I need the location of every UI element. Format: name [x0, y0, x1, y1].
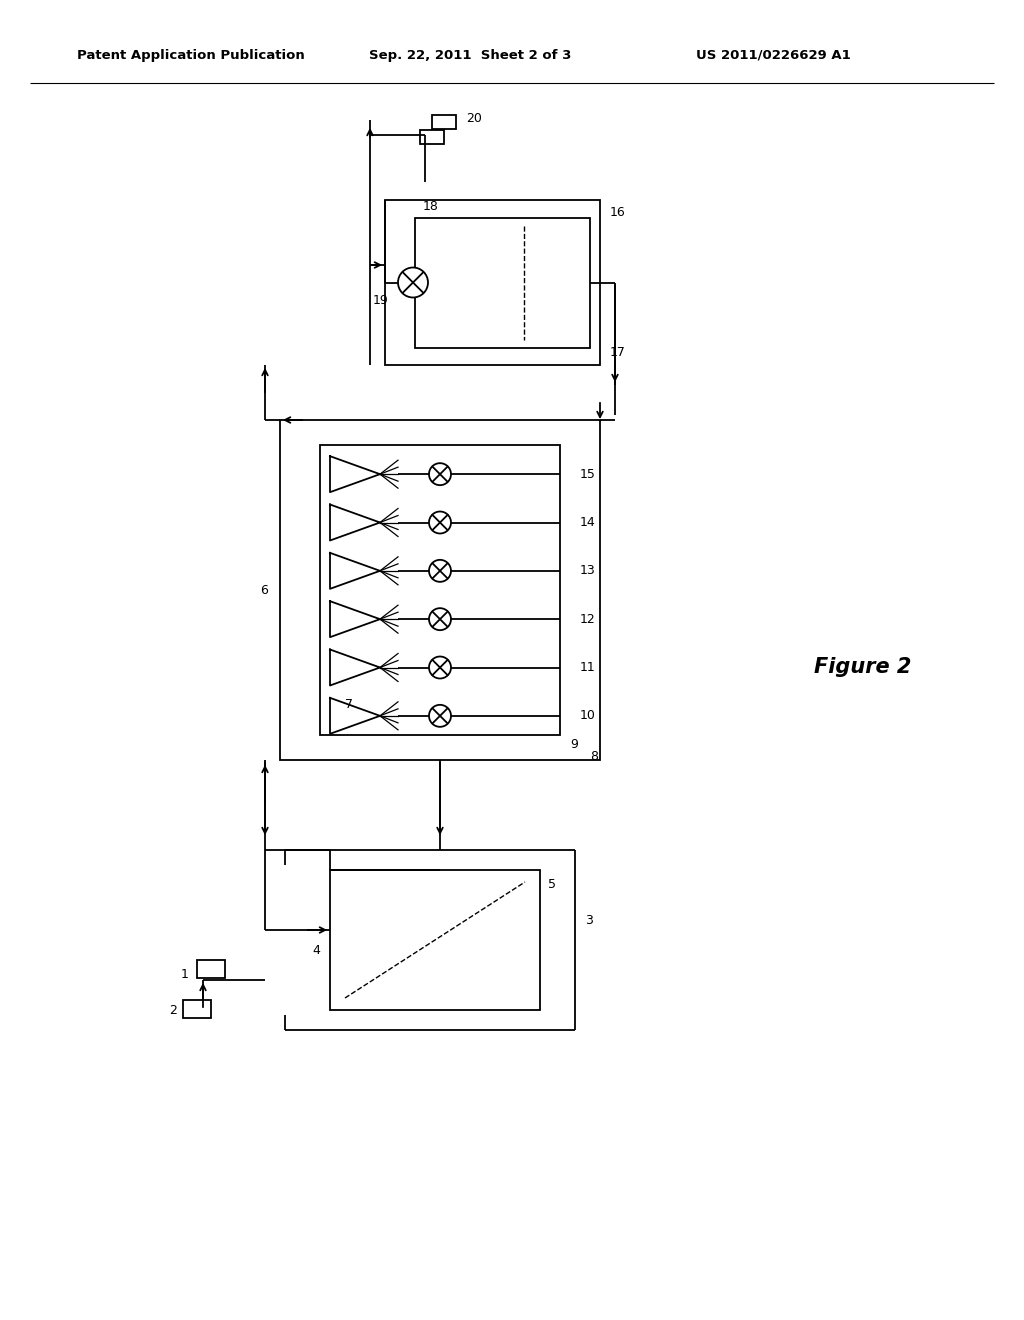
- Circle shape: [429, 609, 451, 630]
- Text: 20: 20: [466, 111, 482, 124]
- Text: 2: 2: [169, 1003, 177, 1016]
- Text: 12: 12: [580, 612, 596, 626]
- Text: 18: 18: [423, 199, 439, 213]
- Text: 1: 1: [181, 969, 189, 982]
- Bar: [197, 960, 225, 978]
- Text: 6: 6: [260, 583, 268, 597]
- Bar: [385, 201, 600, 366]
- Text: 3: 3: [585, 913, 593, 927]
- Text: 8: 8: [590, 751, 598, 763]
- Bar: [330, 870, 540, 1010]
- Text: 9: 9: [570, 738, 578, 751]
- Bar: [415, 218, 590, 348]
- Circle shape: [429, 511, 451, 533]
- Bar: [319, 445, 560, 735]
- Circle shape: [429, 560, 451, 582]
- Text: 16: 16: [610, 206, 626, 219]
- Circle shape: [429, 656, 451, 678]
- Text: 17: 17: [610, 346, 626, 359]
- Text: 10: 10: [580, 709, 596, 722]
- Circle shape: [398, 268, 428, 297]
- Text: 19: 19: [373, 294, 388, 308]
- Text: Patent Application Publication: Patent Application Publication: [77, 49, 304, 62]
- Text: 14: 14: [580, 516, 596, 529]
- Text: 7: 7: [345, 698, 353, 711]
- Bar: [280, 420, 600, 760]
- Text: 5: 5: [548, 879, 556, 891]
- Text: 15: 15: [580, 467, 596, 480]
- Bar: [432, 115, 456, 129]
- Text: Figure 2: Figure 2: [814, 656, 911, 677]
- Text: 4: 4: [312, 944, 319, 957]
- Circle shape: [429, 463, 451, 486]
- Text: US 2011/0226629 A1: US 2011/0226629 A1: [696, 49, 851, 62]
- Text: Sep. 22, 2011  Sheet 2 of 3: Sep. 22, 2011 Sheet 2 of 3: [369, 49, 571, 62]
- Bar: [420, 129, 444, 144]
- Circle shape: [429, 705, 451, 727]
- Bar: [183, 1001, 211, 1018]
- Text: 13: 13: [580, 565, 596, 577]
- Text: 11: 11: [580, 661, 596, 675]
